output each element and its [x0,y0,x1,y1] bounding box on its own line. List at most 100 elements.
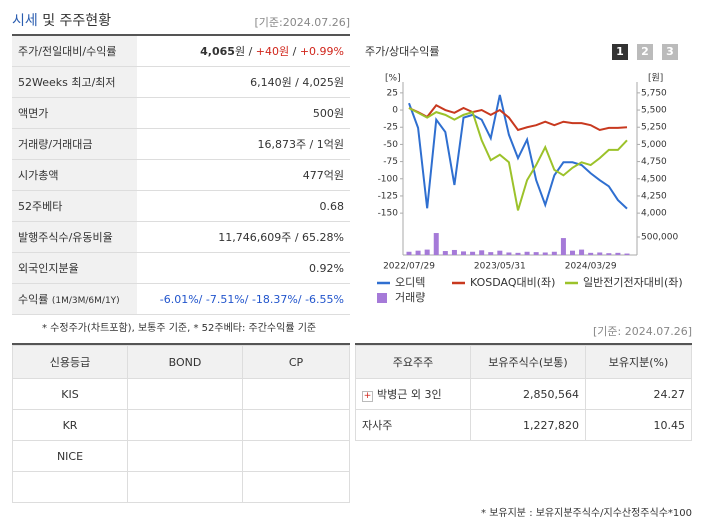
x-tick-label: 2024/03/29 [565,262,617,272]
text: / [289,45,300,58]
volume-bar [470,251,476,255]
value: 11,746,609주 / 65.28% [137,221,350,253]
volume-bar [451,249,457,255]
y2-tick-label: 5,250 [641,123,667,133]
label-text: 수익률 [18,293,49,306]
y2-tick-label: 4,500 [641,174,667,184]
y-tick-label: -75 [383,157,398,167]
chart-button[interactable]: 2 [637,44,653,60]
label: 발행주식수/유동비율 [12,221,137,253]
section-title: 시세 및 주주현황 [12,10,111,30]
cell-text: 10.45 [653,418,686,432]
date: [기준: 2024.07.26] [592,325,692,338]
stats-table: 주가/전일대비/수익률 4,065원 / +40원 / +0.99% 52Wee… [12,34,350,315]
volume-bar [461,251,466,255]
header: BOND [127,345,243,379]
series-line [408,107,628,211]
credit-row: KIS [12,378,350,410]
y-tick-label: -150 [378,209,399,219]
credit-row: KR [12,409,350,441]
chart-button[interactable]: 3 [662,44,678,60]
volume-bar [533,252,539,255]
cell: 10.45 [585,409,692,441]
note: * 수정주가(차트포함), 보통주 기준, * 52주베타: 주간수익률 기준 [42,323,317,334]
y-tick-label: -25 [383,123,398,133]
volume-bar [597,252,603,255]
header: 주요주주 [355,345,471,379]
cell [127,409,243,441]
y2-tick-label: 4,750 [641,157,667,167]
holder-row: + 박병근 외 3인 2,850,564 24.27 [355,378,692,410]
volume-bar [524,251,530,255]
stats-row: 주가/전일대비/수익률 4,065원 / +40원 / +0.99% [12,36,350,67]
cell: KIS [12,378,128,410]
legend-label: 거래량 [395,291,425,304]
cell: 24.27 [585,378,692,410]
y2-tick-label: 4,250 [641,191,667,201]
y-tick-label: 0 [392,106,398,116]
label: 외국인지분율 [12,252,137,284]
cell: KR [12,409,128,441]
stats-row: 52주베타 0.68 [12,190,350,222]
label: 52Weeks 최고/최저 [12,66,137,98]
x-tick-label: 2022/07/29 [383,262,435,272]
value: -6.01%/ -7.51%/ -18.37%/ -6.55% [137,283,350,315]
y-tick-label: -100 [378,174,399,184]
y2-tick-label: 4,000 [641,209,667,219]
volume-bar [606,253,612,255]
y-unit: [%] [385,74,401,84]
cell-text: 1,227,820 [523,418,579,432]
y-tick-label: -125 [378,191,398,201]
header: 신용등급 [12,345,128,379]
legend-label: KOSDAQ대비(좌) [470,276,555,289]
cell [242,440,350,472]
cell: + 박병근 외 3인 [355,378,471,410]
legend-swatch [377,293,387,303]
y3-tick-label: 500,000 [641,233,678,243]
x-tick-label: 2023/05/31 [474,262,526,272]
volume-bar [415,250,421,255]
stats-row: 발행주식수/유동비율 11,746,609주 / 65.28% [12,221,350,253]
cell: NICE [12,440,128,472]
cell: 1,227,820 [470,409,586,441]
stats-row: 시가총액 477억원 [12,159,350,191]
chart-button[interactable]: 1 [612,44,628,60]
stats-row: 52Weeks 최고/최저 6,140원 / 4,025원 [12,66,350,98]
value: 6,140원 / 4,025원 [137,66,350,98]
volume-bar [588,252,594,255]
cell-text: 자사주 [362,419,393,432]
label: 액면가 [12,97,137,129]
series-line [408,94,628,210]
value: 500원 [137,97,350,129]
label: 거래량/거래대금 [12,128,137,160]
label-sub: (1M/3M/6M/1Y) [51,296,120,306]
change-pct: +0.99% [299,45,344,58]
cell-text: 24.27 [653,387,686,401]
header: 보유주식수(보통) [470,345,586,379]
label: 수익률 (1M/3M/6M/1Y) [12,283,137,315]
y2-tick-label: 5,750 [641,88,667,98]
value: 16,873주 / 1억원 [137,128,350,160]
volume-bar [560,238,566,255]
volume-bar [624,253,630,255]
chart: 주가/상대수익률 [%] [원] 25 0 -25 -50 -75 -100 -125 -15… [365,45,683,304]
stats-row: 외국인지분율 0.92% [12,252,350,284]
legend-label: 오디텍 [395,276,425,289]
volume-bar [488,252,494,255]
volume-bar [615,252,621,255]
y-tick-label: -50 [383,140,398,150]
date: [기준:2024.07.26] [254,16,350,29]
stats-row: 수익률 (1M/3M/6M/1Y) -6.01%/ -7.51%/ -18.37… [12,283,350,315]
header: 보유지분(%) [585,345,692,379]
volume-bar [424,249,430,255]
stats-row: 액면가 500원 [12,97,350,129]
volume-bar [551,251,557,255]
stats-row: 거래량/거래대금 16,873주 / 1억원 [12,128,350,160]
expand-icon[interactable]: + [362,391,373,402]
volume-bar [433,233,439,255]
cell: 2,850,564 [470,378,586,410]
y2-tick-label: 5,000 [641,140,667,150]
cell: 자사주 [355,409,471,441]
legend-label: 일반전기전자대비(좌) [583,275,683,289]
value: 4,065원 / +40원 / +0.99% [137,36,350,67]
